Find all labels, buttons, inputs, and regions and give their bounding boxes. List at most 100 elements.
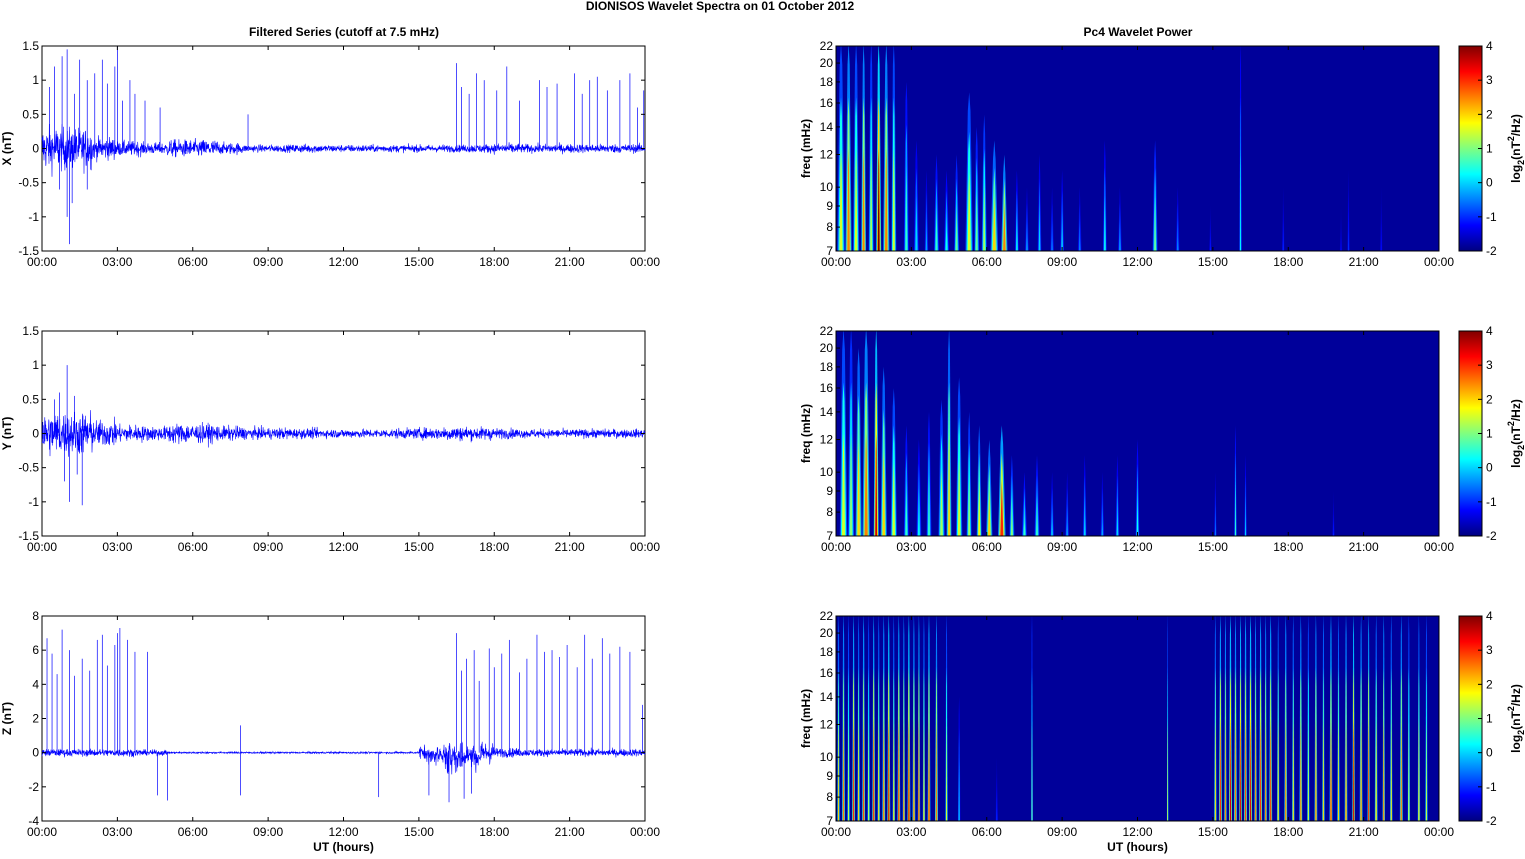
colorbar-tick-label: 1 (1486, 142, 1493, 156)
x-tick-label: 18:00 (479, 540, 509, 554)
colorbar-tick-label: -1 (1486, 780, 1497, 794)
y-tick-label: 10 (820, 465, 834, 479)
trace-y (41, 410, 646, 457)
y-tick-label: 4 (32, 677, 39, 691)
y-tick-label: 0 (32, 427, 39, 441)
power-streak (1315, 718, 1317, 821)
power-streak (918, 718, 920, 821)
y-tick-label: 8 (826, 790, 833, 804)
power-streak (1119, 219, 1121, 251)
y-tick-label: -0.5 (18, 461, 39, 475)
power-streak (915, 195, 918, 251)
trace-z (41, 741, 646, 775)
y-axis-label: X (nT) (0, 132, 14, 166)
power-streak (955, 202, 958, 251)
power-streak (1265, 718, 1267, 821)
power-streak (917, 487, 920, 536)
power-streak (1375, 718, 1377, 821)
power-streak (978, 480, 981, 536)
x-tick-label: 06:00 (178, 825, 208, 839)
power-streak (875, 433, 878, 536)
x-tick-label: 09:00 (253, 540, 283, 554)
colorbar-label-part: /Hz) (1509, 399, 1523, 421)
power-streak (1051, 219, 1053, 251)
power-streak (905, 480, 908, 536)
power-streak (883, 718, 885, 821)
power-streak (1026, 219, 1028, 251)
power-streak (1408, 718, 1410, 821)
y-tick-label: 8 (826, 220, 833, 234)
y-tick-label: 12 (820, 718, 834, 732)
power-streak (878, 718, 880, 821)
power-streak (842, 433, 845, 536)
x-tick-label: 12:00 (1122, 825, 1152, 839)
power-streak (1338, 718, 1339, 821)
power-streak (870, 148, 873, 251)
power-streak (877, 148, 880, 251)
power-streak (1240, 718, 1241, 821)
colorbar-label-part: 2 (1506, 706, 1516, 711)
y-tick-label: 6 (32, 643, 39, 657)
power-streak (1209, 228, 1211, 251)
x-tick-label: 18:00 (1273, 540, 1303, 554)
colorbar-label: log2(nT2/Hz) (1506, 684, 1525, 753)
power-streak (1016, 210, 1018, 251)
x-tick-label: 09:00 (253, 255, 283, 269)
y-tick-label: 0 (32, 142, 39, 156)
colorbar-label-part: 2 (1516, 445, 1525, 450)
colorbar-tick-label: -2 (1486, 244, 1497, 258)
power-streak (925, 210, 928, 251)
power-streak (1036, 495, 1038, 536)
power-streak (1250, 718, 1252, 821)
power-streak (903, 718, 905, 821)
power-streak (1116, 495, 1119, 536)
power-streak (983, 182, 986, 251)
y-tick-label: 16 (820, 381, 834, 395)
power-streak (1219, 718, 1221, 821)
power-streak (1214, 504, 1216, 536)
y-tick-label: 1 (32, 358, 39, 372)
y-tick-label: -1 (28, 495, 39, 509)
x-tick-label: 09:00 (1047, 825, 1077, 839)
colorbar-label-part: 2 (1516, 730, 1525, 735)
power-streak (1348, 210, 1350, 251)
power-streak (838, 718, 839, 821)
y-tick-label: 18 (820, 360, 834, 374)
y-tick-label: 0.5 (22, 392, 39, 406)
x-tick-label: 09:00 (1047, 255, 1077, 269)
x-tick-label: 12:00 (328, 540, 358, 554)
x-tick-label: 18:00 (479, 255, 509, 269)
power-streak (863, 718, 865, 821)
power-streak (853, 718, 855, 821)
power-streak (893, 718, 895, 821)
power-streak (996, 789, 998, 821)
colorbar-tick-label: 1 (1486, 427, 1493, 441)
y-tick-label: 16 (820, 666, 834, 680)
power-streak (928, 474, 930, 536)
y-tick-label: 8 (826, 505, 833, 519)
power-streak (842, 718, 845, 821)
power-streak (1000, 480, 1004, 536)
y-tick-label: -1.5 (18, 529, 39, 543)
power-streak (1023, 504, 1026, 536)
x-tick-label: 12:00 (1122, 255, 1152, 269)
y-tick-label: 1.5 (22, 39, 39, 53)
power-streak (1031, 718, 1033, 821)
power-streak (1079, 219, 1081, 251)
power-streak (1368, 718, 1370, 821)
power-streak (1255, 718, 1257, 821)
y-tick-label: 12 (820, 148, 834, 162)
y-tick-label: 14 (820, 690, 834, 704)
y-tick-label: 18 (820, 75, 834, 89)
y-tick-label: 16 (820, 96, 834, 110)
colorbar-label: log2(nT2/Hz) (1506, 399, 1525, 468)
x-tick-label: 21:00 (1349, 825, 1379, 839)
power-streak (908, 718, 910, 821)
power-streak (858, 718, 860, 821)
heatmap-cells (837, 616, 1428, 821)
power-streak (935, 718, 938, 821)
x-tick-label: 15:00 (404, 540, 434, 554)
power-streak (868, 718, 870, 821)
